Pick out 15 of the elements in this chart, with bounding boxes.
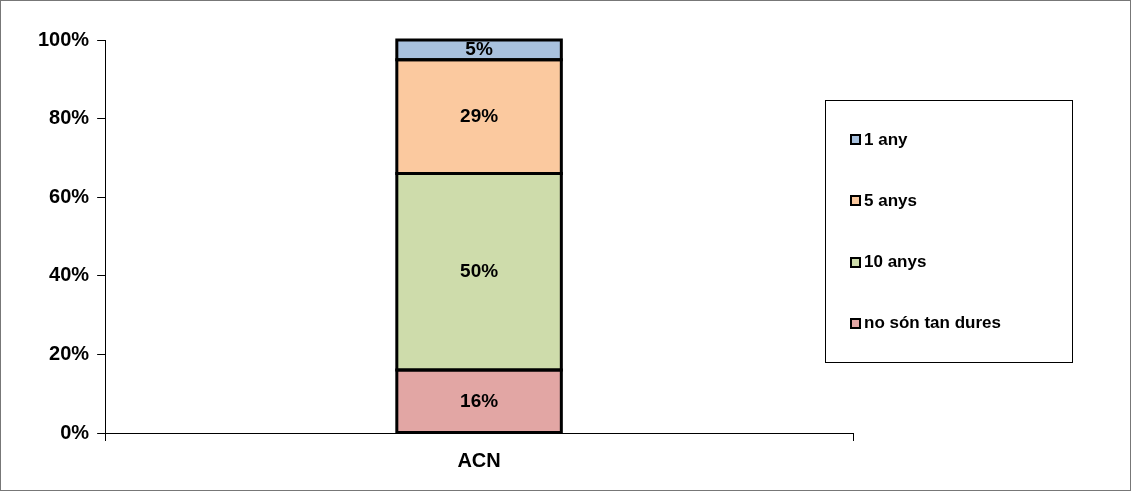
legend-label: 5 anys (864, 190, 917, 211)
x-tick-label: ACN (457, 448, 501, 471)
y-tick-label: 20% (49, 341, 90, 364)
data-label: 5% (465, 38, 493, 60)
y-tick-label: 100% (38, 27, 90, 50)
y-tick-label: 40% (49, 263, 90, 286)
y-tick-label: 0% (60, 420, 90, 443)
y-tick-label: 80% (49, 106, 90, 129)
legend-label: 10 anys (864, 252, 927, 273)
data-label: 16% (460, 389, 499, 411)
legend-label: 1 any (864, 129, 908, 150)
data-label: 50% (460, 260, 499, 282)
y-tick-label: 60% (49, 184, 90, 207)
legend-label: no són tan dures (864, 313, 1001, 334)
data-label: 29% (460, 104, 499, 126)
